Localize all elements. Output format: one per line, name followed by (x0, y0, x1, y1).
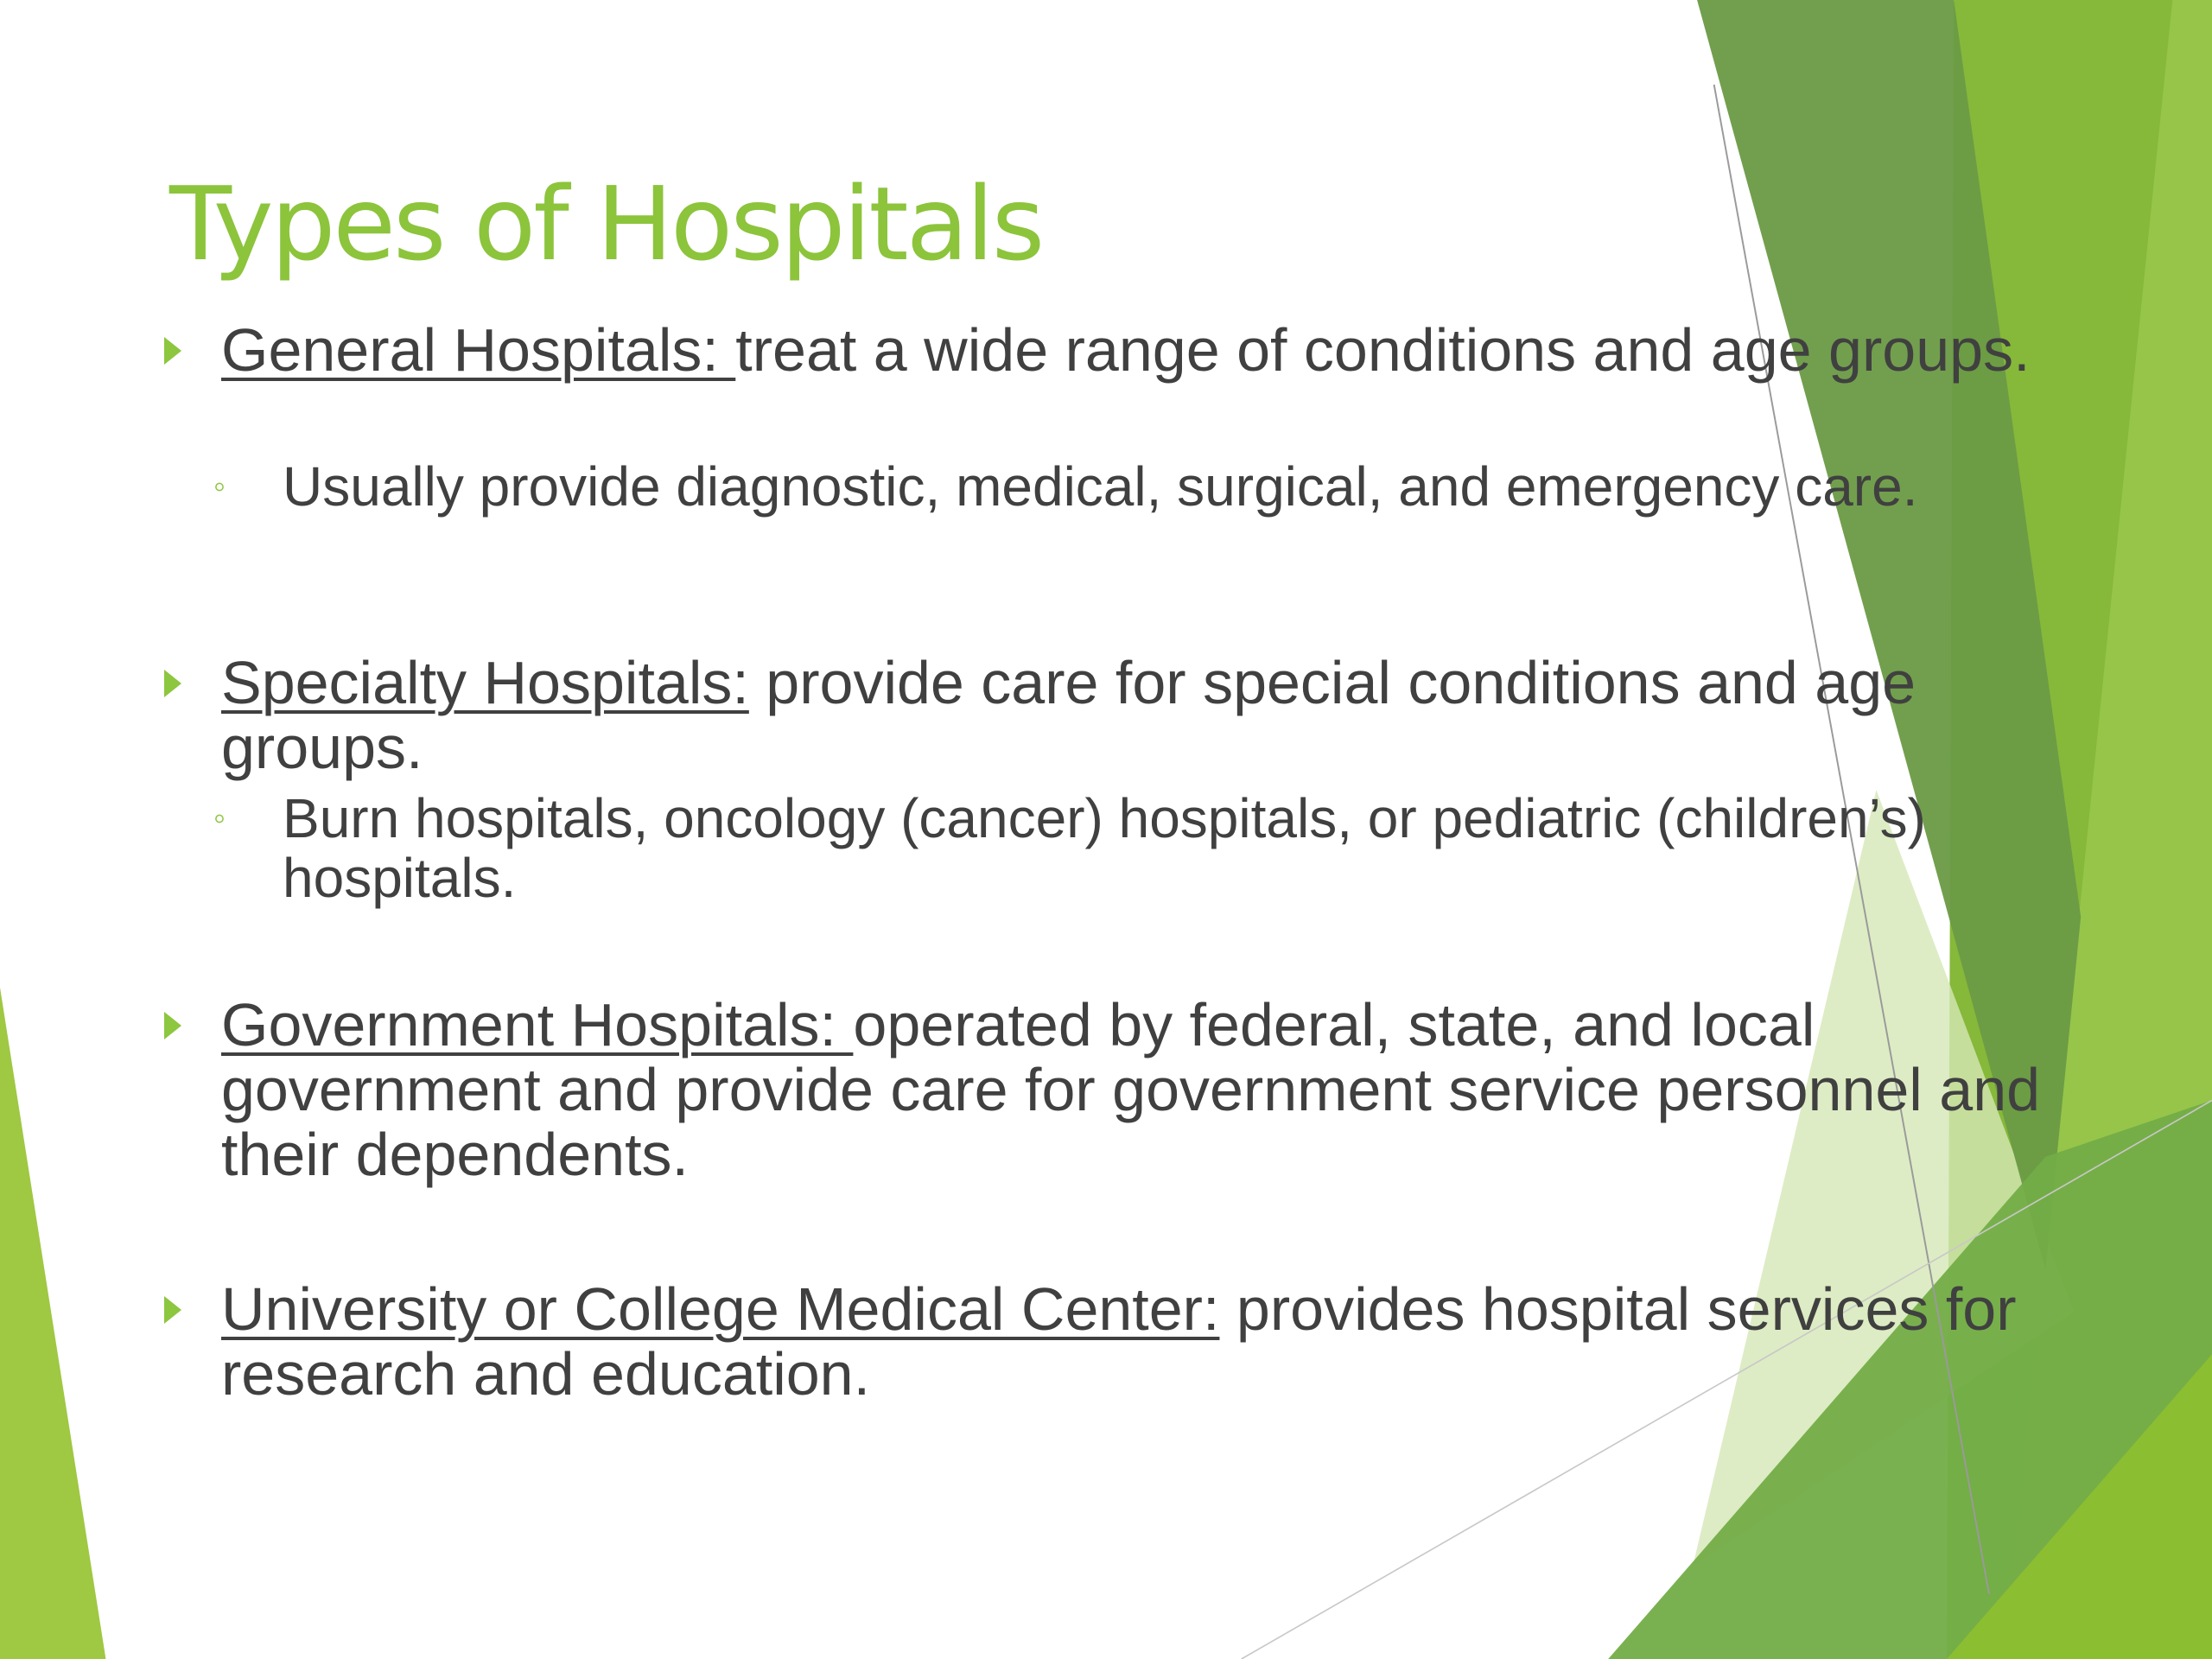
bottom-green-wedge (1608, 1100, 2212, 1659)
bullet-arrow-icon (164, 1012, 181, 1039)
dark-green-band (1697, 0, 2082, 1270)
sub-bullet-general: ◦ Usually provide diagnostic, medical, s… (213, 455, 2002, 518)
bullet-general-hospitals: General Hospitals: treat a wide range of… (164, 316, 2070, 384)
left-green-triangle (0, 987, 106, 1659)
bullet-term: Government Hospitals: (221, 991, 854, 1058)
sub-bullet-text: Burn hospitals, oncology (cancer) hospit… (283, 787, 1926, 909)
bullet-term: Specialty Hospitals: (221, 649, 749, 716)
bullet-text: operated by federal, state, and local go… (221, 991, 2041, 1188)
bullet-term: University or College Medical Center: (221, 1275, 1220, 1343)
slide-title: Types of Hospitals (169, 164, 1045, 283)
thin-diagonal-line-2 (1241, 1099, 2212, 1659)
bullet-arrow-icon (164, 337, 181, 365)
bullet-specialty-hospitals: Specialty Hospitals: provide care for sp… (164, 649, 2070, 781)
bullet-university-medical-center: University or College Medical Center: pr… (164, 1275, 2070, 1408)
sub-bullet-circle-icon: ◦ (213, 799, 226, 837)
bullet-term: General Hospitals: (221, 316, 736, 384)
bullet-government-hospitals: Government Hospitals: operated by federa… (164, 991, 2070, 1188)
bullet-arrow-icon (164, 1296, 181, 1324)
bullet-text: provides hospital services for research … (221, 1275, 2017, 1408)
thin-diagonal-line (1713, 84, 1991, 1595)
bullet-text: provide care for special conditions and … (221, 649, 1916, 781)
bullet-arrow-icon (164, 670, 181, 697)
bullet-text: treat a wide range of conditions and age… (735, 316, 2031, 384)
sub-bullet-circle-icon: ◦ (213, 467, 226, 505)
sub-bullet-specialty: ◦ Burn hospitals, oncology (cancer) hosp… (213, 787, 2002, 909)
bottom-right-lime (1947, 1354, 2212, 1659)
sub-bullet-text: Usually provide diagnostic, medical, sur… (283, 455, 1918, 518)
